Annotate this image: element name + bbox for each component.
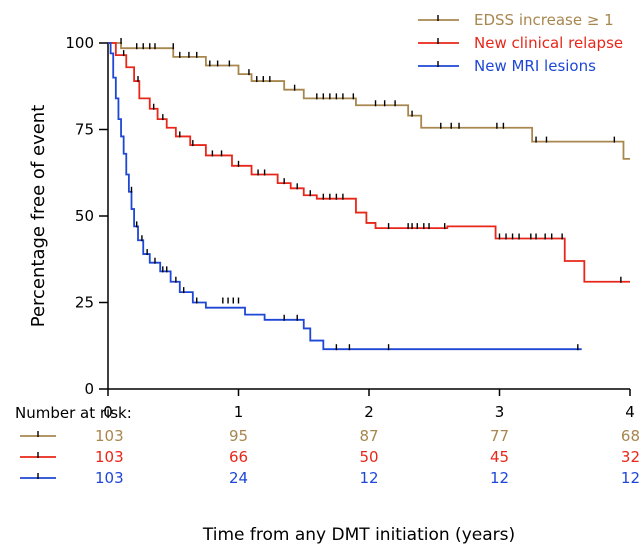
risk-value: 12 — [621, 469, 640, 487]
x-tick-label: 0 — [103, 403, 113, 421]
axes: 0 25 50 75 100 0 1 2 3 4 — [65, 34, 634, 421]
risk-value: 32 — [621, 448, 640, 466]
risk-row: 103 95 87 77 68 — [20, 427, 640, 445]
risk-row: 103 66 50 45 32 — [20, 448, 640, 466]
legend: EDSS increase ≥ 1 New clinical relapse New… — [418, 11, 623, 75]
risk-table-title: Number at risk: — [15, 404, 132, 422]
x-tick-label: 3 — [495, 403, 505, 421]
x-tick-label: 1 — [234, 403, 244, 421]
risk-value: 87 — [359, 427, 378, 445]
y-tick-label: 100 — [65, 34, 94, 52]
y-tick-label: 75 — [75, 121, 94, 139]
y-axis-label: Percentage free of event — [28, 105, 49, 328]
series-1 — [108, 38, 630, 160]
risk-value: 77 — [490, 427, 509, 445]
risk-value: 45 — [490, 448, 509, 466]
risk-row: 103 24 12 12 12 — [20, 469, 640, 487]
x-tick-label: 4 — [625, 403, 635, 421]
risk-value: 12 — [490, 469, 509, 487]
risk-value: 12 — [359, 469, 378, 487]
risk-value: 68 — [621, 427, 640, 445]
series-line — [108, 42, 630, 283]
risk-value: 24 — [229, 469, 248, 487]
risk-value: 66 — [229, 448, 248, 466]
risk-value: 103 — [95, 427, 124, 445]
legend-item: New clinical relapse — [418, 34, 623, 52]
risk-value: 95 — [229, 427, 248, 445]
survival-curves — [108, 38, 630, 351]
series-2 — [108, 42, 630, 283]
x-axis-label: Time from any DMT initiation (years) — [202, 525, 515, 545]
legend-label: EDSS increase ≥ 1 — [474, 11, 614, 29]
series-3 — [108, 42, 582, 351]
series-line — [108, 42, 582, 351]
x-tick-label: 2 — [364, 403, 374, 421]
y-tick-label: 0 — [84, 380, 94, 398]
legend-item: New MRI lesions — [418, 57, 596, 75]
y-tick-label: 25 — [75, 294, 94, 312]
risk-value: 50 — [359, 448, 378, 466]
number-at-risk-table: 103 95 87 77 68 103 66 50 45 32 103 24 12 12 12 — [20, 427, 640, 487]
y-tick-label: 50 — [75, 207, 94, 225]
risk-value: 103 — [95, 448, 124, 466]
legend-label: New clinical relapse — [474, 34, 623, 52]
legend-item: EDSS increase ≥ 1 — [418, 11, 614, 29]
risk-value: 103 — [95, 469, 124, 487]
legend-label: New MRI lesions — [474, 57, 596, 75]
